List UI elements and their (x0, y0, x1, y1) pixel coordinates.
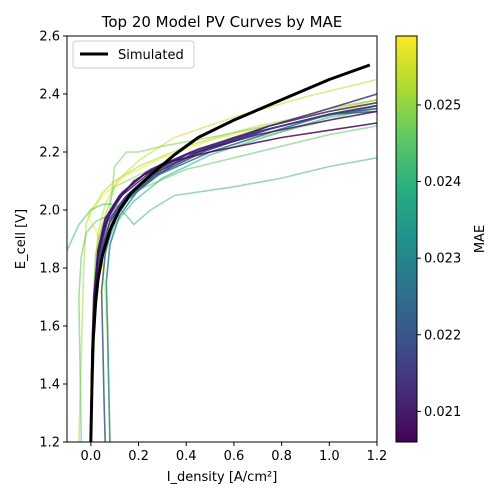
x-tick-label: 1.0 (319, 449, 340, 464)
model-curve-15 (90, 99, 377, 442)
colorbar-ticks: 0.021 0.022 0.023 0.024 0.025 (417, 98, 461, 420)
y-tick-label: 2.2 (39, 146, 60, 161)
y-tick-label: 1.2 (39, 436, 60, 451)
legend-box (72, 40, 195, 69)
model-curve-5 (90, 104, 377, 442)
x-tick-label: 0.6 (224, 449, 245, 464)
model-curves (67, 78, 377, 442)
colorbar-tick-label: 0.025 (424, 98, 461, 113)
x-tick-label: 0.2 (128, 449, 149, 464)
y-tick-label: 1.8 (39, 262, 60, 277)
model-curve-16 (90, 104, 377, 442)
y-tick-label: 1.4 (39, 378, 60, 393)
plot-frame (66, 35, 378, 443)
colorbar-tick-label: 0.024 (424, 175, 461, 190)
model-curve-9 (90, 110, 377, 442)
x-tick-label: 0.8 (271, 449, 292, 464)
y-axis-label: E_cell [V] (14, 209, 29, 269)
y-tick-label: 2.6 (39, 30, 60, 45)
model-curve-20 (87, 99, 377, 442)
simulated-curve-group (89, 63, 371, 442)
colorbar-label: MAE (473, 225, 488, 253)
y-tick-label: 2.0 (39, 204, 60, 219)
model-curve-2 (90, 110, 377, 442)
model-curve-19 (90, 101, 377, 442)
colorbar-tick-label: 0.021 (424, 405, 461, 420)
legend-simulated-label: Simulated (118, 48, 184, 63)
colorbar-tick-label: 0.022 (424, 328, 461, 343)
x-axis-label: I_density [A/cm²] (167, 470, 278, 485)
x-axis-ticks: 0.0 0.2 0.4 0.6 0.8 1.0 1.2 (81, 442, 388, 464)
colorbar-tick-label: 0.023 (424, 252, 461, 267)
model-curve-17 (78, 99, 377, 442)
model-curve-13 (67, 157, 377, 251)
y-tick-label: 2.4 (39, 88, 60, 103)
chart-title: Top 20 Model PV Curves by MAE (101, 13, 343, 31)
y-tick-label: 1.6 (39, 320, 60, 335)
colorbar (395, 35, 418, 443)
model-curve-10 (90, 104, 377, 442)
model-curve-6 (90, 104, 377, 442)
y-axis-ticks: 1.2 1.4 1.6 1.8 2.0 2.2 2.4 2.6 (39, 30, 67, 451)
x-tick-label: 0.0 (81, 449, 102, 464)
x-tick-label: 1.2 (367, 449, 388, 464)
model-curve-14 (78, 125, 377, 442)
x-tick-label: 0.4 (176, 449, 197, 464)
model-curve-3 (90, 101, 377, 442)
simulated-curve (89, 63, 371, 442)
legend: Simulated (72, 40, 195, 69)
model-curve-4 (90, 93, 377, 442)
